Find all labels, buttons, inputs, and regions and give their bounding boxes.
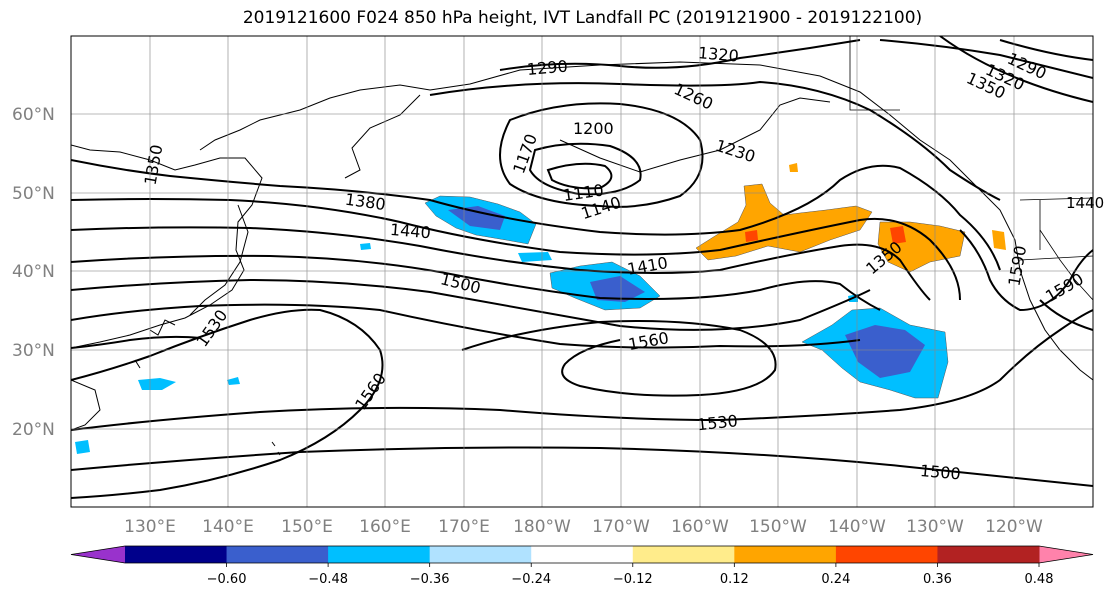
colorbar-extend-max	[1039, 546, 1093, 563]
coastlines	[71, 61, 1093, 456]
lat-label-20: 20°N	[12, 420, 55, 440]
colorbar-swatch	[125, 546, 228, 563]
map-title: 2019121600 F024 850 hPa height, IVT Land…	[242, 8, 923, 28]
colorbar-swatch	[632, 546, 735, 563]
contour-label: 1440	[1066, 194, 1104, 212]
colorbar-swatch	[835, 546, 938, 563]
lon-label: 170°W	[592, 517, 650, 537]
lat-label-30: 30°N	[12, 341, 55, 361]
lat-label-50: 50°N	[12, 184, 55, 204]
lon-label: 150°E	[281, 517, 333, 537]
lon-label: 120°W	[985, 517, 1043, 537]
graticule	[71, 36, 1093, 507]
contour-label: 1440	[389, 220, 431, 242]
colorbar-swatch	[531, 546, 634, 563]
colorbar-swatch	[734, 546, 837, 563]
lon-label: 150°W	[749, 517, 807, 537]
lon-label: 140°E	[202, 517, 254, 537]
lon-label: 160°W	[671, 517, 729, 537]
colorbar-extend-min	[71, 546, 125, 563]
lat-label-40: 40°N	[12, 262, 55, 282]
colorbar-tick-label: −0.12	[613, 572, 653, 587]
colorbar-outline	[70, 545, 1094, 564]
height-contours	[71, 36, 1093, 499]
colorbar-tick-label: 0.24	[821, 572, 850, 587]
lon-label: 170°E	[438, 517, 490, 537]
colorbar-tick-label: −0.24	[511, 572, 551, 587]
colorbar-swatch	[226, 546, 329, 563]
latitude-labels: 60°N 50°N 40°N 30°N 20°N	[12, 105, 55, 440]
lat-label-60: 60°N	[12, 105, 55, 125]
lon-label: 130°W	[906, 517, 964, 537]
colorbar-swatch	[328, 546, 431, 563]
contour-label: 1200	[573, 119, 614, 138]
colorbar-tick-label: −0.60	[207, 572, 247, 587]
colorbar-swatch	[937, 546, 1040, 563]
contour-label: 1530	[696, 411, 738, 434]
contour-labels: 1320 1290 1290 1320 1350 1260 1200 1230 …	[141, 43, 1105, 483]
contour-label: 1290	[526, 56, 568, 78]
colorbar-swatch	[429, 546, 532, 563]
map-frame	[70, 35, 1094, 508]
colorbar: −0.60 −0.48 −0.36 −0.24 −0.12 0.12 0.24 0.36 0.4…	[70, 545, 1094, 587]
lon-label: 160°E	[359, 517, 411, 537]
colorbar-tick-label: 0.36	[923, 572, 952, 587]
colorbar-tick-label: −0.48	[308, 572, 348, 587]
borders	[849, 36, 1093, 301]
contour-label: 1500	[919, 461, 961, 483]
colorbar-tick-label: 0.48	[1025, 572, 1054, 587]
colorbar-tick-label: 0.12	[720, 572, 749, 587]
lon-label: 180°W	[513, 517, 571, 537]
contour-label: 1320	[697, 43, 739, 65]
lon-label: 140°W	[828, 517, 886, 537]
colorbar-tick-label: −0.36	[410, 572, 450, 587]
lon-label: 130°E	[124, 517, 176, 537]
longitude-labels: 130°E 140°E 150°E 160°E 170°E 180°W 170°…	[124, 517, 1043, 537]
